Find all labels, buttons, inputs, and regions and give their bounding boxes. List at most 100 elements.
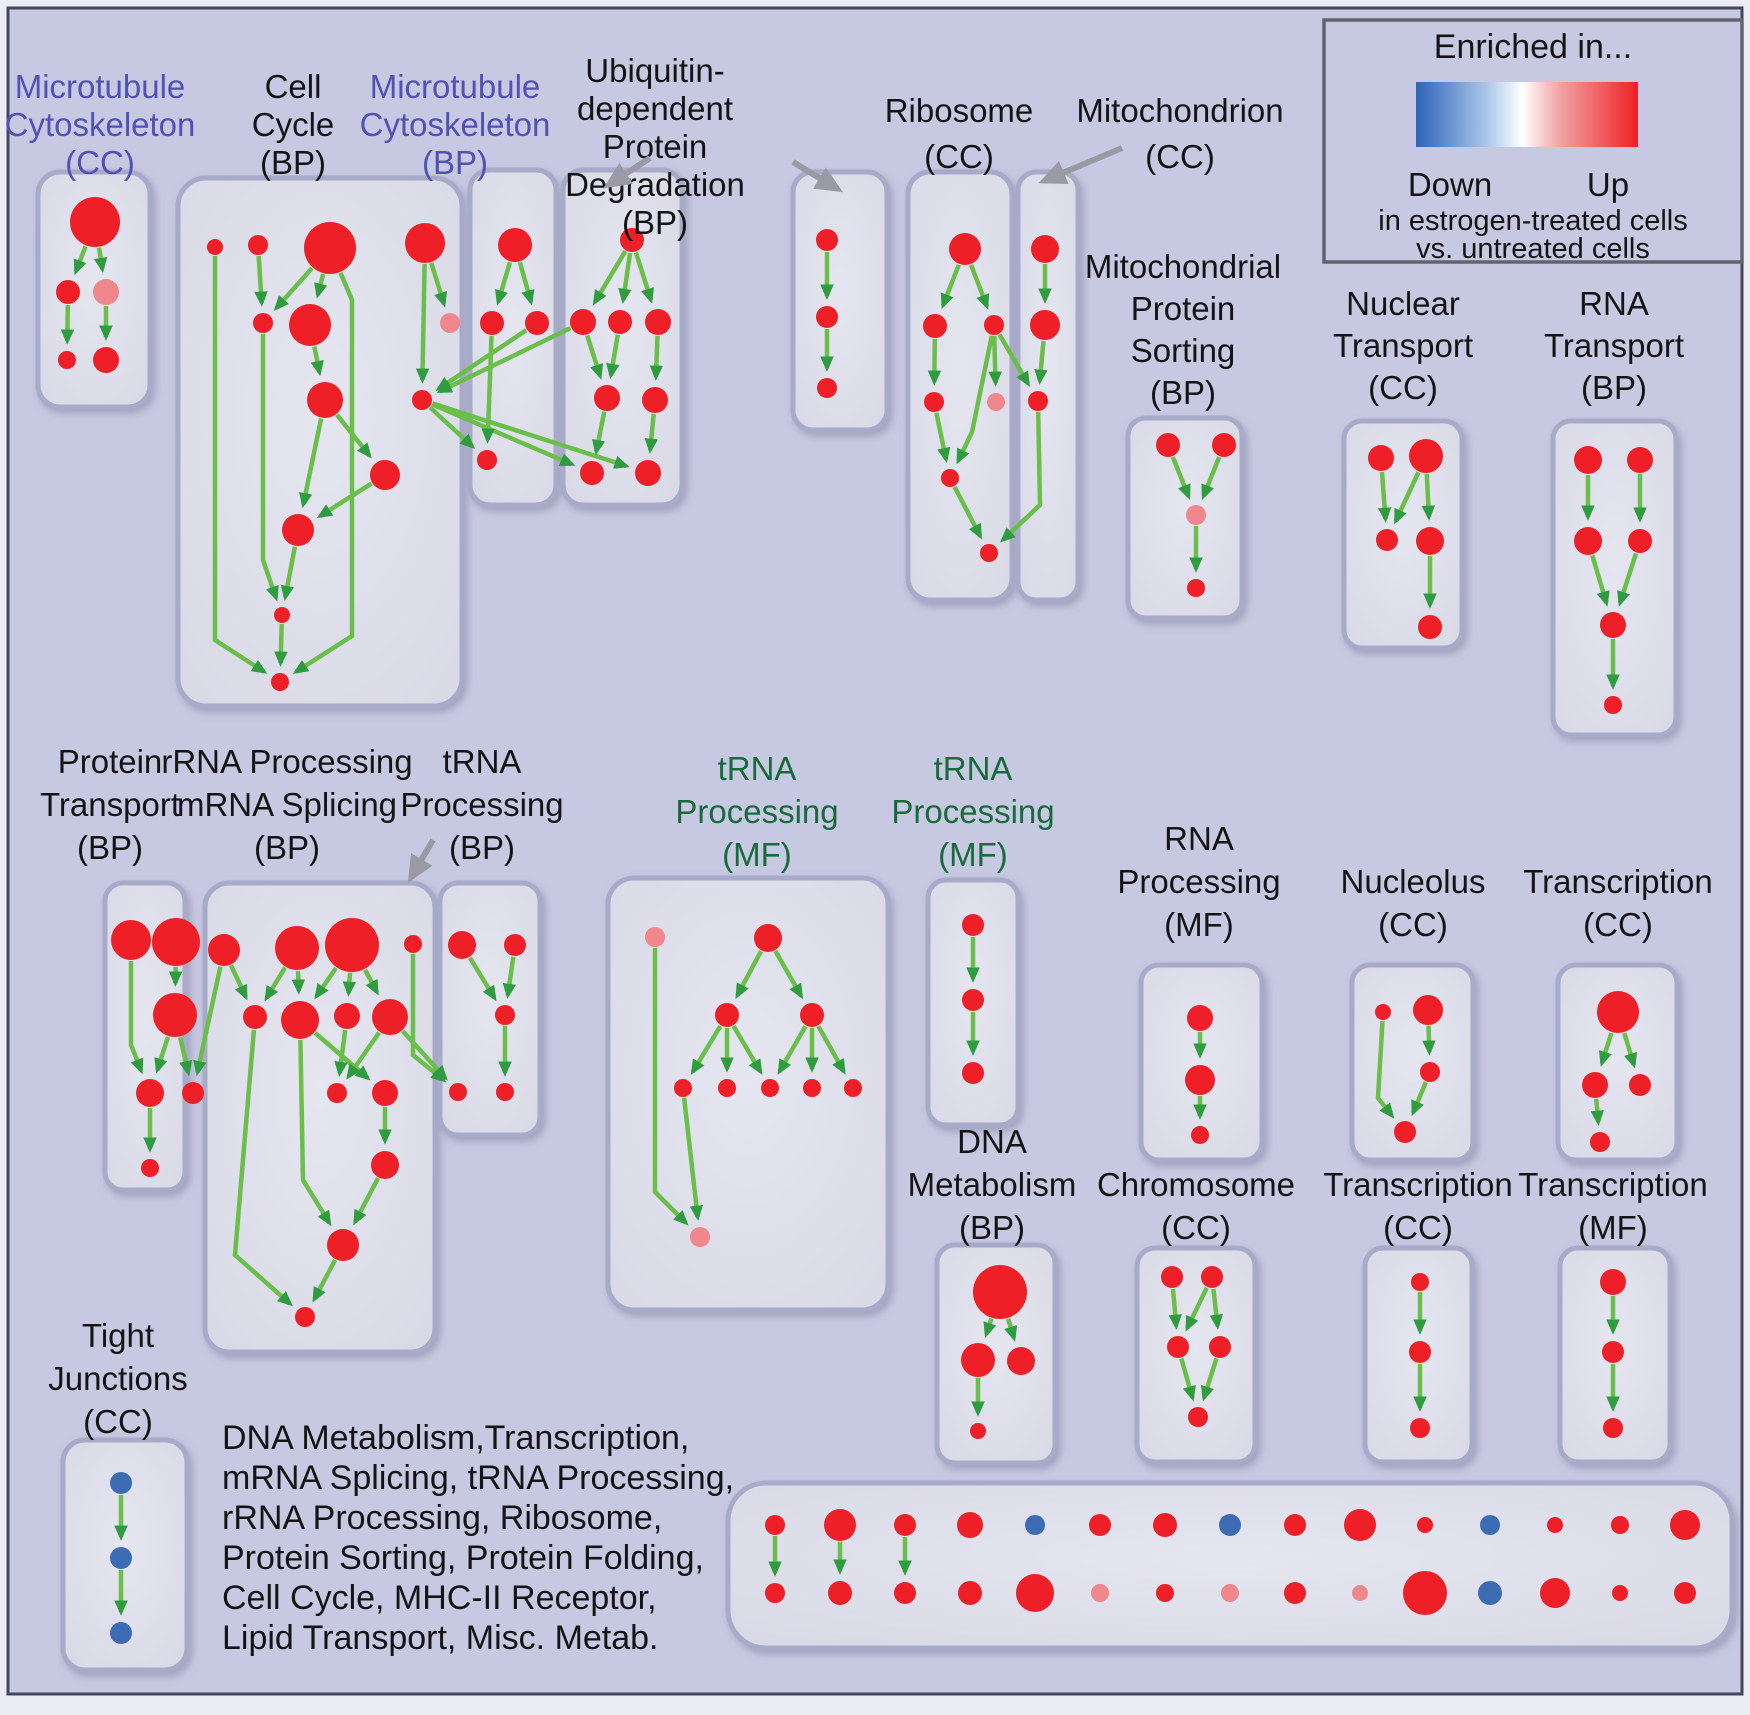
node-nu1 (1375, 1004, 1391, 1020)
group-label-ub1-line5: (BP) (622, 204, 688, 241)
node-tm9 (844, 1079, 862, 1097)
node-dn2 (961, 1343, 995, 1377)
node-ch4 (1209, 1336, 1231, 1358)
group-box-rtr (1550, 418, 1679, 738)
node-nt3 (1376, 529, 1398, 551)
edge-nu1-nu4 (1375, 1020, 1395, 1119)
edge-ub1d-ub1f (649, 335, 664, 381)
group-label-tmf2-line1: tRNA (934, 750, 1013, 787)
node-tm8 (803, 1079, 821, 1097)
group-label-tcc2-line2: (CC) (1583, 906, 1653, 943)
edge-tc1-tc3 (1622, 1032, 1638, 1069)
group-box-ub2 (790, 169, 890, 433)
node-tm4 (800, 1003, 824, 1027)
group-label-mtcc-line3: (CC) (65, 144, 135, 181)
edge-ms2-ms3 (1201, 456, 1222, 500)
legend-down-label: Down (1408, 166, 1492, 203)
edge-mtbp2-mtbp4 (481, 335, 495, 444)
group-label-tbp-line1: tRNA (443, 743, 522, 780)
edge-tm2-tm4 (773, 949, 804, 1000)
edge-rr1-rr5 (229, 964, 248, 1001)
edge-rr1-pt5 (193, 966, 223, 1077)
edge-nu2-nu3 (1422, 1025, 1436, 1056)
edge-cc9-ub1g (431, 402, 576, 467)
edge-ub1a-ub1d (633, 251, 654, 304)
strip-node-top-2 (824, 1509, 856, 1541)
node-ub2b (816, 306, 838, 328)
node-tj1 (110, 1472, 132, 1494)
node-cc5 (253, 313, 273, 333)
node-ch2 (1201, 1266, 1223, 1288)
misc-categories-line1: DNA Metabolism,Transcription, (222, 1419, 689, 1457)
edge-rib6-rib7 (952, 485, 983, 540)
edge-ch2-ch3 (1185, 1286, 1209, 1332)
strip-node-top-11 (1417, 1517, 1433, 1533)
node-pt1 (111, 920, 151, 960)
edge-mtbp1-mtbp3 (517, 261, 535, 306)
node-dn3 (1007, 1347, 1035, 1375)
node-t31 (1411, 1273, 1429, 1291)
node-t32 (1409, 1341, 1431, 1363)
node-ub2c (817, 378, 837, 398)
group-label-nuc-line1: Nucleolus (1341, 863, 1486, 900)
edge-cc3-cc13 (292, 272, 355, 674)
group-label-dna-line1: DNA (957, 1123, 1027, 1160)
node-tc1 (1597, 991, 1639, 1033)
node-ms3 (1186, 505, 1206, 525)
node-cc11 (282, 514, 314, 546)
group-box-rib (905, 169, 1015, 603)
edge-pt1-pt4 (128, 961, 144, 1075)
group-label-msort-line3: Sorting (1131, 332, 1236, 369)
node-ch1 (1161, 1266, 1183, 1288)
node-rib2 (923, 314, 947, 338)
group-label-msort-line1: Mitochondrial (1085, 248, 1281, 285)
group-box-chr (1134, 1245, 1258, 1465)
group-label-rib-line2: (CC) (924, 138, 994, 175)
node-rt1 (1574, 446, 1602, 474)
group-label-ptr-line1: Protein (58, 743, 163, 780)
group-label-tmf1-line1: tRNA (718, 750, 797, 787)
node-rt4 (1628, 529, 1652, 553)
edge-cc1-cc13 (212, 256, 268, 674)
node-ms2 (1212, 433, 1236, 457)
edge-ub1c-ub1e (606, 334, 621, 380)
node-mit3 (1028, 391, 1048, 411)
edge-rr2-rr6 (291, 970, 306, 995)
edge-ch1-ch3 (1168, 1288, 1182, 1330)
strip-node-top-1 (765, 1515, 785, 1535)
edge-cc12-cc13 (274, 623, 288, 667)
node-ub1c (608, 310, 632, 334)
node-tc3 (1629, 1074, 1651, 1096)
edge-rr6-rr12 (298, 1039, 332, 1227)
edge-rt3-rt5 (1590, 554, 1610, 607)
node-ms1 (1156, 433, 1180, 457)
edge-pt3-pt4 (154, 1036, 171, 1074)
group-label-cc-line2: Cycle (252, 106, 335, 143)
group-label-tmf2-line3: (MF) (938, 836, 1008, 873)
group-label-ub1-line4: Degradation (565, 166, 745, 203)
node-tc4 (1590, 1132, 1610, 1152)
strip-node-bottom-12 (1478, 1581, 1502, 1605)
group-label-mtcc-line2: Cytoskeleton (5, 106, 196, 143)
group-label-rtr-line2: Transport (1544, 327, 1684, 364)
node-tbp2 (504, 934, 526, 956)
node-ub1h (635, 460, 661, 486)
node-rp1 (1187, 1005, 1213, 1031)
node-pt5 (182, 1082, 204, 1104)
node-tbp5 (496, 1083, 514, 1101)
edge-dn1-dn2 (983, 1317, 997, 1338)
node-cc12 (274, 607, 290, 623)
strip-node-top-5 (1025, 1515, 1045, 1535)
edge-rr12-rr13 (312, 1258, 338, 1303)
node-rr1 (208, 934, 240, 966)
group-label-tmf3-line1: Transcription (1518, 1166, 1708, 1203)
strip-node-top-4 (957, 1512, 983, 1538)
edge-rib1-rib2 (940, 263, 961, 310)
group-label-mtcc-line1: Microtubule (15, 68, 186, 105)
node-dn4 (970, 1423, 986, 1439)
strip-node-top-14 (1611, 1516, 1629, 1534)
group-label-ub1-line3: Protein (603, 128, 708, 165)
strip-node-bottom-2 (828, 1581, 852, 1605)
group-label-tcc3-line1: Transcription (1323, 1166, 1513, 1203)
